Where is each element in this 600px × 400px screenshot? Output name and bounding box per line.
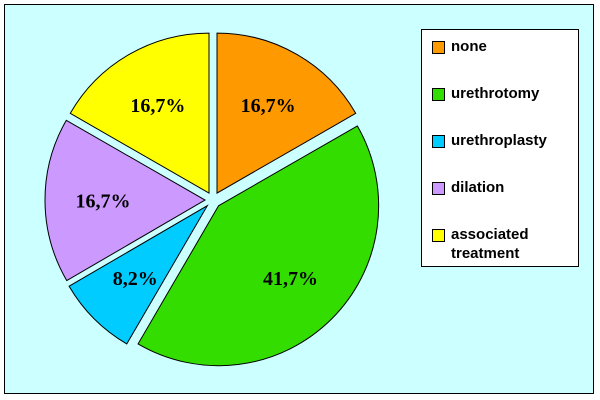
- legend: none urethrotomy urethroplasty dilation …: [421, 29, 579, 267]
- legend-swatch-urethrotomy: [432, 88, 445, 101]
- legend-item-urethroplasty: urethroplasty: [432, 131, 578, 178]
- legend-swatch-urethroplasty: [432, 135, 445, 148]
- legend-swatch-dilation: [432, 182, 445, 195]
- legend-item-associated-treatment: associated treatment: [432, 225, 578, 272]
- pie-value-label-urethrotomy: 41,7%: [263, 268, 318, 290]
- chart-area: 16,7% 41,7% 8,2% 16,7% 16,7% none urethrotom…: [4, 4, 594, 394]
- legend-item-dilation: dilation: [432, 178, 578, 225]
- pie-value-label-urethroplasty: 8,2%: [113, 268, 158, 290]
- pie-slice-associated-treatment: [69, 32, 210, 194]
- pie-slice-dilation: [44, 119, 206, 282]
- legend-label-urethroplasty: urethroplasty: [451, 132, 547, 149]
- legend-item-urethrotomy: urethrotomy: [432, 84, 578, 131]
- pie-slice-urethroplasty: [68, 204, 209, 345]
- pie-slice-none: [216, 32, 357, 194]
- legend-swatch-none: [432, 41, 445, 54]
- legend-item-none: none: [432, 37, 578, 84]
- pie-slice-urethrotomy: [137, 125, 380, 367]
- legend-label-associated-treatment: associated treatment: [451, 226, 529, 262]
- pie-value-label-associated-treatment: 16,7%: [130, 95, 185, 117]
- pie-chart: 16,7% 41,7% 8,2% 16,7% 16,7%: [44, 32, 380, 367]
- legend-swatch-associated-treatment: [432, 229, 445, 242]
- legend-label-dilation: dilation: [451, 179, 505, 196]
- pie-value-label-none: 16,7%: [241, 95, 296, 117]
- legend-label-none: none: [451, 38, 487, 55]
- legend-label-urethrotomy: urethrotomy: [451, 85, 540, 102]
- pie-value-label-dilation: 16,7%: [76, 190, 131, 212]
